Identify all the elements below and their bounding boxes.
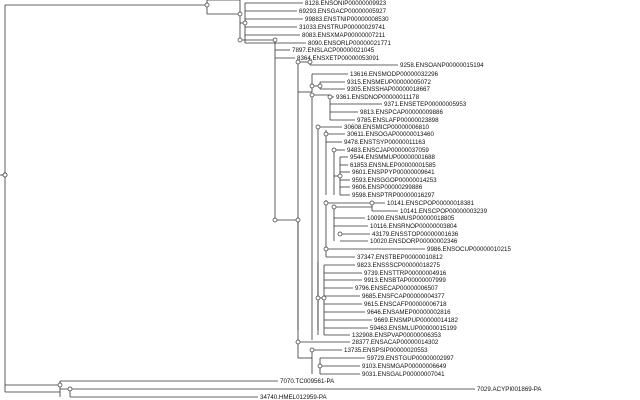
tree-node[interactable] xyxy=(242,20,248,26)
tree-node[interactable] xyxy=(369,200,375,206)
leaf-label[interactable]: 9986.ENSOCUP00000010215 xyxy=(427,246,511,253)
leaf-label[interactable]: 30608.ENSMICP00000006810 xyxy=(344,124,430,131)
tree-node[interactable] xyxy=(315,124,321,130)
leaf-label[interactable]: 9031.ENSGALP00000007041 xyxy=(362,371,445,378)
tree-node[interactable] xyxy=(309,83,315,89)
leaf-label[interactable]: 10090.ENSMUSP00000018805 xyxy=(367,215,455,222)
leaf-label[interactable]: 8364.ENSXETP00000053091 xyxy=(297,55,380,62)
leaf-label[interactable]: 31033.ENSTRUP00000029741 xyxy=(299,24,386,31)
leaf-label[interactable]: 10141.ENSCPOP00000018381 xyxy=(387,200,475,207)
leaf-label[interactable]: 10116.ENSRNOP00000003804 xyxy=(370,223,457,230)
leaf-label[interactable]: 8090.ENSORLP00000021771 xyxy=(308,40,391,47)
tree-node[interactable] xyxy=(317,363,323,369)
leaf-label[interactable]: 37347.ENSTBEP00000010812 xyxy=(357,254,443,261)
tree-node[interactable] xyxy=(57,382,63,388)
leaf-label[interactable]: 9478.ENSTSYP00000011163 xyxy=(344,139,426,146)
leaf-label[interactable]: 9823.ENSSSCP00000018275 xyxy=(357,262,440,269)
leaf-label[interactable]: 28377.ENSACAP00000014302 xyxy=(352,339,439,346)
tree-node[interactable] xyxy=(337,173,343,179)
tree-node[interactable] xyxy=(321,295,327,301)
leaf-label[interactable]: 59729.ENSTGUP00000002997 xyxy=(367,355,454,362)
leaf-label[interactable]: 9813.ENSPCAP00000009886 xyxy=(360,109,443,116)
leaf-label[interactable]: 9103.ENSMGAP00000006649 xyxy=(362,363,447,370)
tree-node[interactable] xyxy=(309,92,315,98)
leaf-label[interactable]: 10141.ENSCPOP00000003239 xyxy=(400,208,488,215)
tree-node[interactable] xyxy=(331,204,337,210)
leaf-label[interactable]: 9615.ENSCAFP00000006718 xyxy=(364,301,447,308)
leaf-label[interactable]: 69293.ENSGACP00000005927 xyxy=(299,8,387,15)
tree-node[interactable] xyxy=(317,83,323,89)
leaf-label[interactable]: 43179.ENSSTOP00000001636 xyxy=(372,231,459,238)
leaf-label[interactable]: 9593.ENSGGOP00000014253 xyxy=(352,177,437,184)
tree-node[interactable] xyxy=(323,131,329,137)
leaf-label[interactable]: 9371.ENSETEP00000005953 xyxy=(384,101,467,108)
tree-node[interactable] xyxy=(2,172,8,178)
leaf-label[interactable]: 9913.ENSBTAP00000007999 xyxy=(364,277,446,284)
leaf-label[interactable]: 9739.ENSTTRP00000004916 xyxy=(364,270,447,277)
leaf-label[interactable]: 13616.ENSMODP00000032296 xyxy=(350,71,439,78)
leaf-label[interactable]: 9258.ENSOANP00000015194 xyxy=(400,62,484,69)
tree-node[interactable] xyxy=(315,295,321,301)
leaf-label[interactable]: 9669.ENSMPUP00000014182 xyxy=(374,317,458,324)
leaf-label[interactable]: 61853.ENSNLEP00000001585 xyxy=(350,162,436,169)
leaf-label[interactable]: 9598.ENSPTRP00000016297 xyxy=(352,192,435,199)
leaf-label[interactable]: 9361.ENSDNOP00000011178 xyxy=(336,94,420,101)
tree-node[interactable] xyxy=(204,2,210,8)
tree-node[interactable] xyxy=(309,347,315,353)
tree-node[interactable] xyxy=(272,217,278,223)
leaf-label[interactable]: 9544.ENSMMUP00000001688 xyxy=(350,154,436,161)
leaf-label[interactable]: 30611.ENSOGAP00000013460 xyxy=(347,131,434,138)
leaf-label[interactable]: 9606.ENSP00000299886 xyxy=(352,184,423,191)
leaf-label[interactable]: 9601.ENSPPYP00000009641 xyxy=(352,169,435,176)
leaf-label[interactable]: 8083.ENSXMAP00000007211 xyxy=(302,32,386,39)
leaf-label[interactable]: 9483.ENSCJAP00000037059 xyxy=(347,147,429,154)
tree-branches xyxy=(0,0,475,398)
tree-node[interactable] xyxy=(337,231,343,237)
leaf-label[interactable]: 7897.ENSLACP00000021045 xyxy=(292,47,375,54)
tree-leaf-labels: 8128.ENSONIP0000000992369293.ENSGACP0000… xyxy=(260,0,542,400)
leaf-label[interactable]: 9796.ENSECAP00000006507 xyxy=(355,285,438,292)
tree-node[interactable] xyxy=(295,217,301,223)
leaf-label[interactable]: 9685.ENSFCAP00000004377 xyxy=(362,293,445,300)
tree-node[interactable] xyxy=(323,246,329,252)
leaf-label[interactable]: 8128.ENSONIP00000009923 xyxy=(305,0,387,7)
leaf-label[interactable]: 34740.HMEL012959-PA xyxy=(260,394,327,400)
leaf-label[interactable]: 13735.ENSPSIP00000020553 xyxy=(344,347,428,354)
tree-node[interactable] xyxy=(237,37,243,43)
tree-node[interactable] xyxy=(307,59,313,65)
tree-node[interactable] xyxy=(327,94,333,100)
leaf-label[interactable]: 132908.ENSPVAP00000006353 xyxy=(352,332,442,339)
leaf-label[interactable]: 99883.ENSTNIP00000008530 xyxy=(305,16,389,23)
tree-node[interactable] xyxy=(323,200,329,206)
tree-node[interactable] xyxy=(295,59,301,65)
tree-nodes xyxy=(2,2,375,392)
leaf-label[interactable]: 9305.ENSSHAP00000018667 xyxy=(347,86,430,93)
leaf-label[interactable]: 9315.ENSMEUP00000005072 xyxy=(347,79,431,86)
leaf-label[interactable]: 59463.ENSMLUP00000015199 xyxy=(370,325,457,332)
tree-node[interactable] xyxy=(237,11,243,17)
leaf-label[interactable]: 9646.ENSAMEP00000002816 xyxy=(367,309,451,316)
tree-node[interactable] xyxy=(331,147,337,153)
leaf-label[interactable]: 9785.ENSLAFP00000023898 xyxy=(357,117,439,124)
tree-node[interactable] xyxy=(295,339,301,345)
tree-node[interactable] xyxy=(67,386,73,392)
tree-node[interactable] xyxy=(272,37,278,43)
leaf-label[interactable]: 7029.ACYPI001869-PA xyxy=(477,386,542,393)
leaf-label[interactable]: 7070.TC009561-PA xyxy=(280,378,335,385)
leaf-label[interactable]: 10020.ENSDORP00000002346 xyxy=(370,238,458,245)
